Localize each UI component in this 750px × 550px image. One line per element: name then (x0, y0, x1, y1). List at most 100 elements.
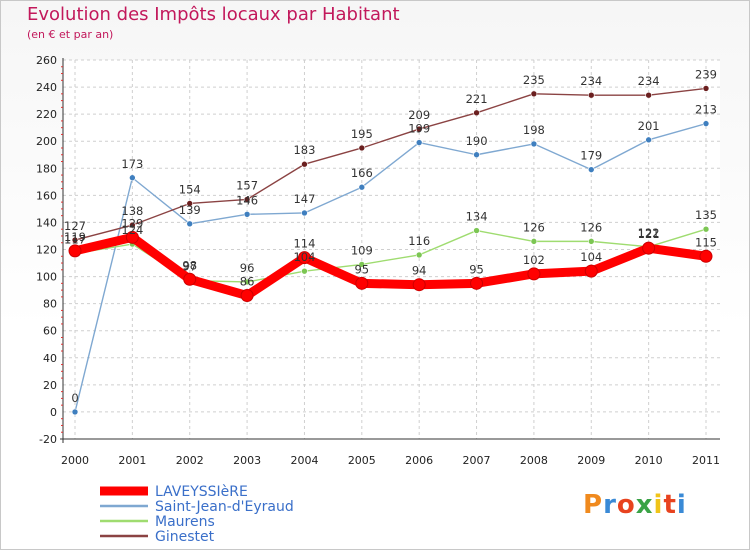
data-label: 195 (351, 127, 373, 141)
data-label: 234 (580, 74, 602, 88)
logo-letter: i (653, 490, 664, 520)
logo-letter: o (616, 490, 636, 520)
data-label: 179 (580, 149, 602, 163)
data-point (243, 196, 251, 203)
data-label: 147 (293, 192, 315, 206)
y-tick-label: 180 (36, 162, 57, 175)
data-point (473, 151, 480, 159)
data-point (587, 91, 595, 99)
data-point (415, 125, 423, 133)
data-label: 157 (236, 178, 258, 192)
data-label: 139 (179, 203, 201, 217)
data-point (530, 90, 538, 98)
data-label: 109 (351, 243, 373, 257)
data-point (530, 238, 538, 245)
data-label: 115 (695, 235, 717, 249)
y-tick-label: 40 (43, 352, 57, 365)
data-point (358, 261, 366, 268)
logo-letter: x (635, 490, 654, 520)
data-point (642, 241, 656, 255)
proxiti-logo: Proxiti (583, 490, 687, 520)
series-line-3 (74, 87, 707, 241)
data-label: 198 (523, 123, 545, 137)
y-tick-label: 80 (43, 298, 57, 311)
data-label: 97 (182, 260, 197, 274)
y-tick-label: 100 (36, 271, 57, 284)
logo-letter: P (583, 490, 604, 520)
data-label: 129 (121, 216, 143, 230)
data-label: 213 (695, 103, 717, 117)
x-tick-label: 2011 (692, 454, 720, 467)
data-label: 135 (695, 208, 717, 222)
x-tick-label: 2001 (118, 454, 146, 467)
data-point (297, 251, 311, 265)
x-tick-label: 2002 (176, 454, 204, 467)
data-label: 209 (408, 108, 430, 122)
data-label: 117 (64, 233, 86, 247)
data-point (68, 244, 82, 258)
data-point (699, 249, 713, 263)
data-label: 104 (580, 250, 602, 264)
data-point (527, 267, 541, 281)
data-point (530, 140, 538, 148)
data-point (645, 91, 652, 99)
data-point (301, 209, 308, 217)
series-line-0 (70, 232, 711, 301)
y-tick-label: 20 (43, 379, 57, 392)
data-label: 124 (121, 223, 143, 237)
data-point (587, 166, 595, 173)
data-point (129, 174, 136, 182)
data-point (301, 267, 308, 275)
data-point (587, 238, 595, 245)
data-label: 154 (179, 182, 201, 196)
data-point (186, 200, 194, 207)
chart-title: Evolution des Impôts locaux par Habitant (27, 4, 400, 25)
logo-letter: t (663, 490, 677, 520)
data-point (645, 136, 652, 144)
y-tick-label: 60 (43, 325, 57, 338)
data-label: 183 (293, 143, 315, 157)
y-tick-label: 120 (36, 244, 57, 257)
data-label: 235 (523, 73, 545, 87)
data-point (358, 144, 366, 152)
data-label: 221 (466, 92, 488, 106)
y-tick-label: 0 (50, 406, 57, 419)
data-label: 119 (64, 230, 86, 244)
data-point (473, 227, 480, 234)
data-label: 138 (121, 204, 143, 218)
data-point (243, 211, 251, 218)
y-tick-label: -20 (39, 433, 57, 446)
data-point (702, 225, 710, 233)
data-point (415, 251, 423, 259)
x-tick-label: 2007 (463, 454, 491, 467)
x-tick-label: 2009 (577, 454, 605, 467)
y-tick-label: 220 (36, 108, 57, 121)
data-point (125, 230, 139, 244)
data-point (243, 278, 251, 286)
data-label: 201 (638, 119, 660, 133)
data-point (183, 272, 197, 286)
y-tick-label: 140 (36, 216, 57, 229)
data-label: 102 (523, 253, 545, 267)
legend-label-0: LAVEYSSIèRE (155, 484, 248, 500)
chart-subtitle: (en € et par an) (27, 28, 114, 41)
data-label: 234 (638, 74, 660, 88)
y-tick-label: 240 (36, 81, 57, 94)
data-label: 104 (293, 250, 315, 264)
legend-label-2: Maurens (155, 514, 215, 530)
data-label: 96 (240, 261, 255, 275)
data-point (355, 276, 369, 290)
data-point (71, 408, 79, 416)
x-tick-label: 2006 (405, 454, 433, 467)
series-line-1 (74, 122, 707, 413)
x-tick-label: 2003 (233, 454, 261, 467)
logo-letter: i (676, 490, 687, 520)
legend-label-1: Saint-Jean-d'Eyraud (155, 499, 294, 515)
data-label: 121 (638, 227, 660, 241)
data-label: 146 (236, 193, 258, 207)
legend-label-3: Ginestet (155, 529, 215, 545)
data-point (301, 160, 308, 168)
data-label: 126 (580, 220, 602, 234)
data-label: 98 (182, 258, 197, 272)
